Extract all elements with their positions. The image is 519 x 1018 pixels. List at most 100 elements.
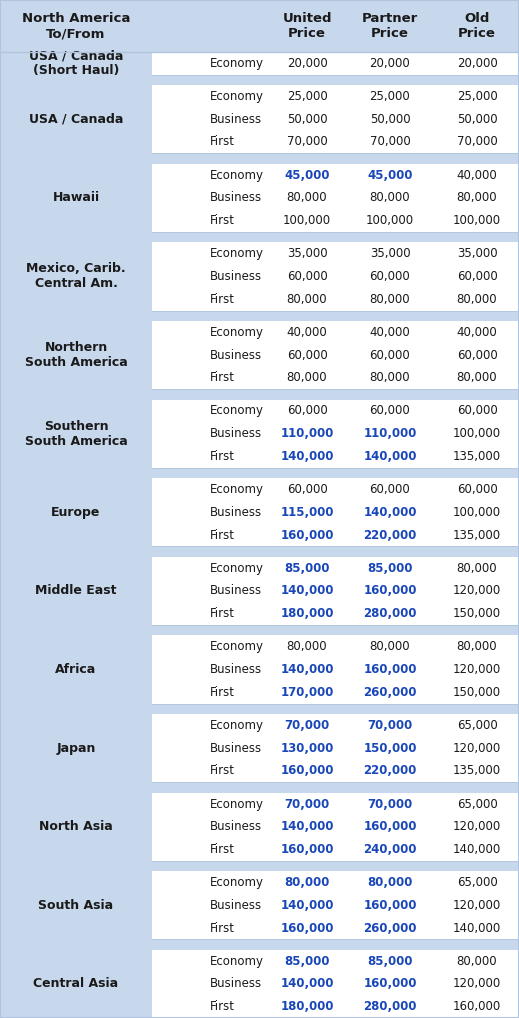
Text: Hawaii: Hawaii	[52, 191, 100, 205]
Text: 60,000: 60,000	[370, 404, 411, 417]
Text: 140,000: 140,000	[363, 450, 417, 463]
Bar	[152, 950, 519, 1018]
Text: 280,000: 280,000	[363, 1000, 417, 1013]
Text: USA / Canada: USA / Canada	[29, 113, 123, 126]
Text: 20,000: 20,000	[370, 57, 411, 70]
Text: South Asia: South Asia	[38, 899, 114, 912]
Text: 100,000: 100,000	[453, 214, 501, 227]
Text: 240,000: 240,000	[363, 843, 417, 856]
Text: 45,000: 45,000	[367, 169, 413, 181]
Text: First: First	[210, 765, 235, 778]
Text: Business: Business	[210, 663, 262, 676]
Text: Business: Business	[210, 977, 262, 991]
Text: Business: Business	[210, 821, 262, 833]
Text: 100,000: 100,000	[453, 506, 501, 519]
Text: 135,000: 135,000	[453, 765, 501, 778]
Text: 35,000: 35,000	[457, 247, 497, 261]
Text: 80,000: 80,000	[457, 372, 497, 384]
Bar	[152, 547, 519, 557]
Text: Economy: Economy	[210, 57, 264, 70]
Bar	[152, 52, 519, 74]
Text: Economy: Economy	[210, 484, 264, 496]
Text: Business: Business	[210, 270, 262, 283]
Text: 160,000: 160,000	[363, 977, 417, 991]
Text: 115,000: 115,000	[280, 506, 334, 519]
Text: 140,000: 140,000	[280, 584, 334, 598]
Bar	[152, 321, 519, 389]
Text: 70,000: 70,000	[370, 135, 411, 149]
Text: 120,000: 120,000	[453, 584, 501, 598]
Text: 140,000: 140,000	[280, 821, 334, 833]
Text: 110,000: 110,000	[363, 428, 417, 440]
Text: 85,000: 85,000	[367, 562, 413, 575]
Text: 140,000: 140,000	[453, 843, 501, 856]
Text: Business: Business	[210, 113, 262, 126]
Text: 100,000: 100,000	[453, 428, 501, 440]
Text: 140,000: 140,000	[363, 506, 417, 519]
Text: 40,000: 40,000	[457, 326, 497, 339]
Text: First: First	[210, 372, 235, 384]
Text: 50,000: 50,000	[286, 113, 327, 126]
Text: Economy: Economy	[210, 404, 264, 417]
Text: 85,000: 85,000	[284, 562, 330, 575]
Text: 120,000: 120,000	[453, 821, 501, 833]
Text: 135,000: 135,000	[453, 450, 501, 463]
Bar	[152, 74, 519, 86]
Text: 160,000: 160,000	[280, 921, 334, 935]
Bar	[152, 154, 519, 164]
Text: 80,000: 80,000	[370, 372, 411, 384]
Text: 40,000: 40,000	[457, 169, 497, 181]
Text: 70,000: 70,000	[457, 135, 497, 149]
Text: 280,000: 280,000	[363, 607, 417, 620]
Text: Old
Price: Old Price	[458, 12, 496, 40]
Text: 65,000: 65,000	[457, 876, 497, 889]
Bar	[152, 86, 519, 154]
Text: 35,000: 35,000	[370, 247, 411, 261]
Bar	[152, 861, 519, 871]
Text: 150,000: 150,000	[453, 686, 501, 698]
Bar	[0, 0, 519, 52]
Text: Economy: Economy	[210, 326, 264, 339]
Text: Economy: Economy	[210, 640, 264, 654]
Text: Europe: Europe	[51, 506, 101, 519]
Text: 60,000: 60,000	[370, 348, 411, 361]
Text: First: First	[210, 921, 235, 935]
Text: 60,000: 60,000	[286, 270, 327, 283]
Text: 160,000: 160,000	[363, 899, 417, 912]
Text: 60,000: 60,000	[457, 404, 497, 417]
Text: 70,000: 70,000	[284, 797, 330, 810]
Bar	[152, 782, 519, 793]
Text: 260,000: 260,000	[363, 921, 417, 935]
Text: 60,000: 60,000	[457, 348, 497, 361]
Text: 220,000: 220,000	[363, 528, 417, 542]
Text: 180,000: 180,000	[280, 607, 334, 620]
Text: United
Price: United Price	[282, 12, 332, 40]
Bar	[152, 400, 519, 467]
Bar	[152, 703, 519, 714]
Text: Economy: Economy	[210, 719, 264, 732]
Text: Japan: Japan	[57, 742, 95, 754]
Text: 70,000: 70,000	[367, 797, 413, 810]
Text: 120,000: 120,000	[453, 742, 501, 754]
Text: 80,000: 80,000	[286, 372, 327, 384]
Text: 140,000: 140,000	[453, 921, 501, 935]
Text: 160,000: 160,000	[280, 765, 334, 778]
Text: First: First	[210, 1000, 235, 1013]
Text: 80,000: 80,000	[367, 876, 413, 889]
Text: 80,000: 80,000	[457, 191, 497, 205]
Text: 80,000: 80,000	[457, 562, 497, 575]
Text: Africa: Africa	[56, 663, 97, 676]
Text: 65,000: 65,000	[457, 797, 497, 810]
Text: 60,000: 60,000	[457, 270, 497, 283]
Text: Business: Business	[210, 428, 262, 440]
Text: 60,000: 60,000	[457, 484, 497, 496]
Text: 110,000: 110,000	[280, 428, 334, 440]
Text: Economy: Economy	[210, 247, 264, 261]
Text: Economy: Economy	[210, 876, 264, 889]
Text: Economy: Economy	[210, 562, 264, 575]
Bar	[152, 478, 519, 547]
Text: 70,000: 70,000	[367, 719, 413, 732]
Text: 180,000: 180,000	[280, 1000, 334, 1013]
Text: 150,000: 150,000	[453, 607, 501, 620]
Text: 85,000: 85,000	[284, 955, 330, 968]
